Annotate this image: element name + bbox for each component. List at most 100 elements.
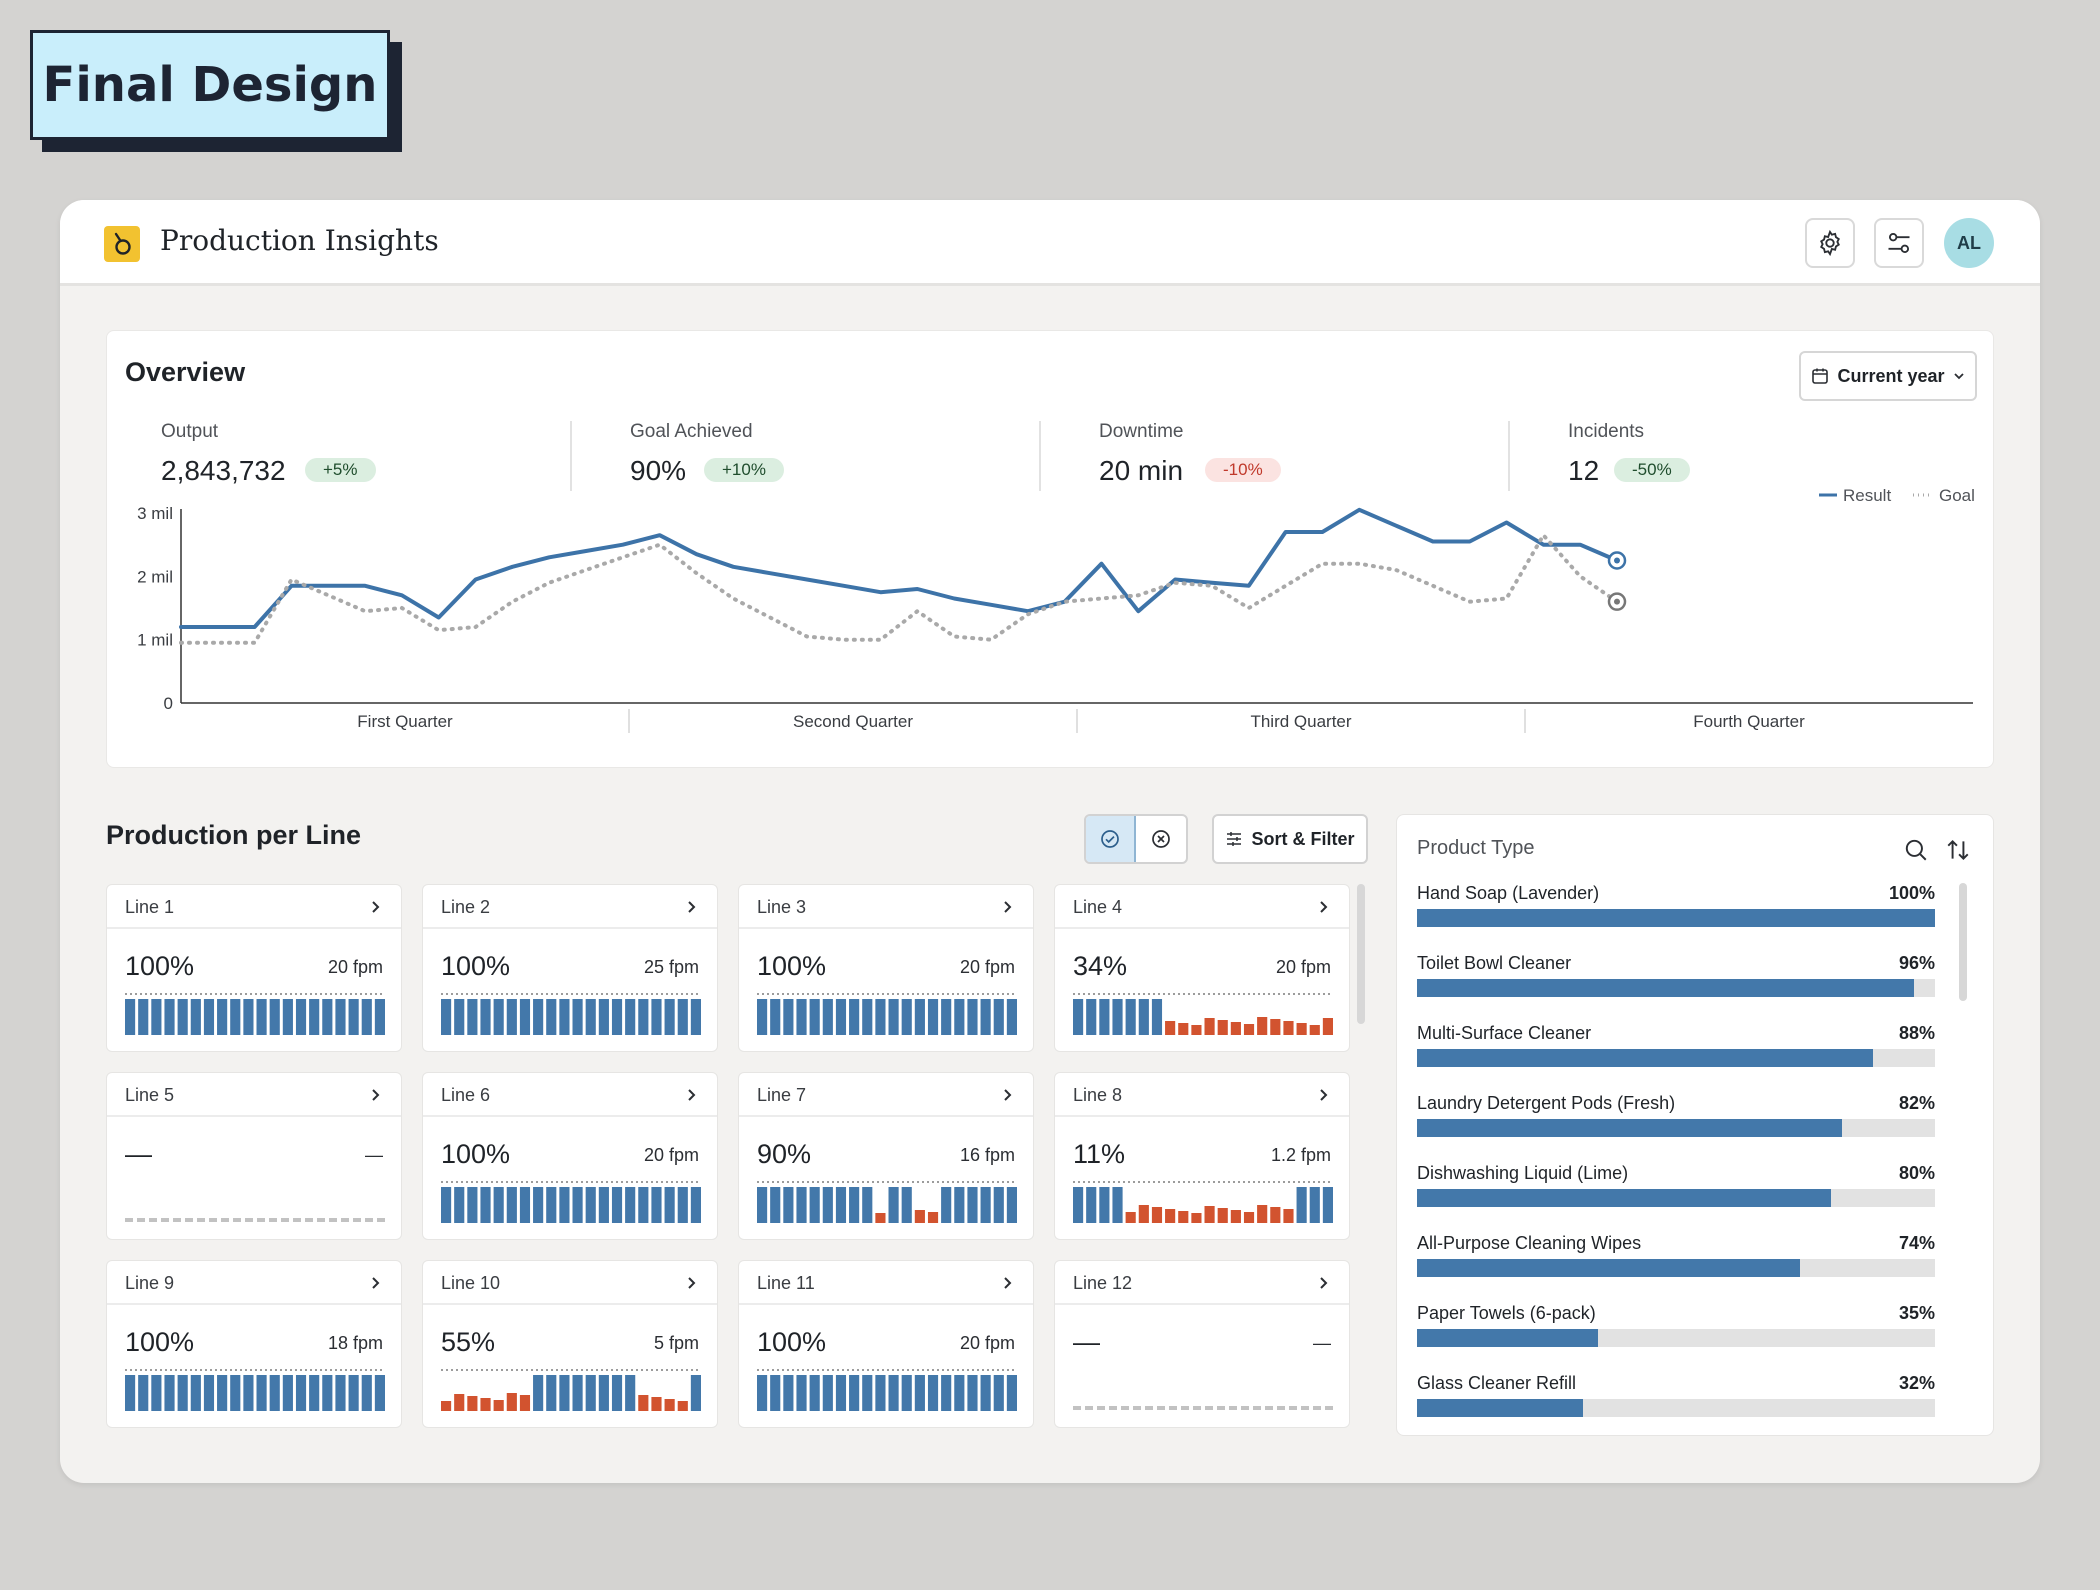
line-bar	[138, 1375, 149, 1411]
line-name: Line 2	[441, 897, 491, 917]
line-bar	[572, 1187, 583, 1223]
line-bar	[1125, 999, 1136, 1035]
line-bar	[164, 999, 175, 1035]
product-type-row[interactable]: Multi-Surface Cleaner 88%	[1417, 1023, 1935, 1083]
chevron-right-icon[interactable]	[369, 1275, 383, 1291]
settings-button[interactable]	[1805, 218, 1855, 268]
line-name: Line 5	[125, 1085, 175, 1105]
line-bar	[677, 1187, 688, 1223]
kpi-downtime: Downtime 20 min -10%	[1099, 421, 1519, 491]
chevron-right-icon[interactable]	[1001, 1275, 1015, 1291]
production-per-line-title: Production per Line	[106, 820, 362, 850]
line-grid-scrollbar[interactable]	[1357, 884, 1365, 1024]
line-bar	[638, 999, 649, 1035]
product-progress-track	[1417, 979, 1935, 997]
line-bar	[138, 999, 149, 1035]
line-card-header[interactable]: Line 4	[1055, 885, 1349, 929]
chevron-right-icon[interactable]	[685, 1275, 699, 1291]
app-title: Production Insights	[160, 224, 439, 257]
line-bar-chart	[125, 1369, 385, 1411]
chevron-right-icon[interactable]	[369, 899, 383, 915]
line-bar	[1230, 1210, 1241, 1223]
line-card-header[interactable]: Line 9	[107, 1261, 401, 1305]
line-card[interactable]: Line 1 100% 20 fpm	[106, 884, 402, 1052]
chevron-right-icon[interactable]	[1001, 1087, 1015, 1103]
result-series-line	[179, 507, 1619, 629]
line-name: Line 11	[757, 1273, 815, 1293]
line-card[interactable]: Line 10 55% 5 fpm	[422, 1260, 718, 1428]
chevron-right-icon[interactable]	[1317, 1275, 1331, 1291]
user-avatar[interactable]: AL	[1944, 218, 1994, 268]
line-bar-chart	[1073, 993, 1333, 1035]
line-name: Line 4	[1073, 897, 1123, 917]
app-logo-icon	[104, 226, 140, 262]
line-card[interactable]: Line 6 100% 20 fpm	[422, 1072, 718, 1240]
line-bar	[506, 1187, 517, 1223]
line-card-header[interactable]: Line 2	[423, 885, 717, 929]
line-card[interactable]: Line 4 34% 20 fpm	[1054, 884, 1350, 1052]
chevron-right-icon[interactable]	[1317, 899, 1331, 915]
date-range-button[interactable]: Current year	[1799, 351, 1977, 401]
line-card[interactable]: Line 5 — —	[106, 1072, 402, 1240]
line-bar	[1217, 1208, 1228, 1223]
product-type-row[interactable]: Paper Towels (6-pack) 35%	[1417, 1303, 1935, 1363]
line-bar	[572, 999, 583, 1035]
kpi-value: 20 min	[1099, 455, 1184, 486]
line-bar	[1165, 1021, 1176, 1035]
search-icon[interactable]	[1903, 837, 1929, 863]
product-name: Multi-Surface Cleaner	[1417, 1023, 1592, 1043]
line-card[interactable]: Line 11 100% 20 fpm	[738, 1260, 1034, 1428]
product-type-row[interactable]: All-Purpose Cleaning Wipes 74%	[1417, 1233, 1935, 1293]
filter-settings-button[interactable]	[1874, 218, 1924, 268]
line-bar	[1178, 1211, 1189, 1223]
line-card-header[interactable]: Line 1	[107, 885, 401, 929]
line-speed: 20 fpm	[643, 1145, 699, 1165]
line-card-header[interactable]: Line 10	[423, 1261, 717, 1305]
chevron-right-icon[interactable]	[685, 1087, 699, 1103]
show-stopped-toggle[interactable]	[1136, 816, 1186, 862]
line-bar	[177, 999, 188, 1035]
y-tick-label: 0	[164, 694, 173, 713]
check-circle-icon	[1101, 830, 1119, 848]
line-bar	[757, 1187, 768, 1223]
show-active-toggle[interactable]	[1086, 816, 1136, 862]
sort-filter-button[interactable]: Sort & Filter	[1212, 814, 1368, 864]
line-bar	[967, 1375, 978, 1411]
line-card-header[interactable]: Line 12	[1055, 1261, 1349, 1305]
line-card[interactable]: Line 8 11% 1.2 fpm	[1054, 1072, 1350, 1240]
line-card[interactable]: Line 2 100% 25 fpm	[422, 884, 718, 1052]
line-bar	[835, 1187, 847, 1223]
line-bar	[480, 1398, 491, 1411]
chevron-right-icon[interactable]	[1317, 1087, 1331, 1103]
product-type-row[interactable]: Glass Cleaner Refill 32%	[1417, 1373, 1935, 1433]
line-card-header[interactable]: Line 11	[739, 1261, 1033, 1305]
product-type-scrollbar[interactable]	[1959, 883, 1969, 1007]
product-type-row[interactable]: Dishwashing Liquid (Lime) 80%	[1417, 1163, 1935, 1223]
line-bar	[269, 999, 280, 1035]
line-card[interactable]: Line 3 100% 20 fpm	[738, 884, 1034, 1052]
chevron-right-icon[interactable]	[1001, 899, 1015, 915]
line-bar	[467, 1187, 478, 1223]
line-bar	[190, 1375, 201, 1411]
product-percent: 32%	[1898, 1373, 1935, 1393]
product-type-row[interactable]: Toilet Bowl Cleaner 96%	[1417, 953, 1935, 1013]
line-bar	[1086, 1187, 1097, 1223]
line-bar	[454, 1187, 465, 1223]
line-card[interactable]: Line 12 — —	[1054, 1260, 1350, 1428]
chevron-right-icon[interactable]	[369, 1087, 383, 1103]
line-card-header[interactable]: Line 8	[1055, 1073, 1349, 1117]
line-bar	[585, 1187, 596, 1223]
chevron-right-icon[interactable]	[685, 899, 699, 915]
line-bar	[1270, 1207, 1281, 1223]
product-type-row[interactable]: Laundry Detergent Pods (Fresh) 82%	[1417, 1093, 1935, 1153]
line-card-header[interactable]: Line 6	[423, 1073, 717, 1117]
line-card-header[interactable]: Line 3	[739, 885, 1033, 929]
product-progress-track	[1417, 1399, 1935, 1417]
line-card-header[interactable]: Line 5	[107, 1073, 401, 1117]
line-card[interactable]: Line 9 100% 18 fpm	[106, 1260, 402, 1428]
product-type-row[interactable]: Hand Soap (Lavender) 100%	[1417, 883, 1935, 943]
line-bar	[1296, 1023, 1307, 1035]
line-card[interactable]: Line 7 90% 16 fpm	[738, 1072, 1034, 1240]
line-card-header[interactable]: Line 7	[739, 1073, 1033, 1117]
sort-order-icon[interactable]	[1945, 837, 1971, 863]
